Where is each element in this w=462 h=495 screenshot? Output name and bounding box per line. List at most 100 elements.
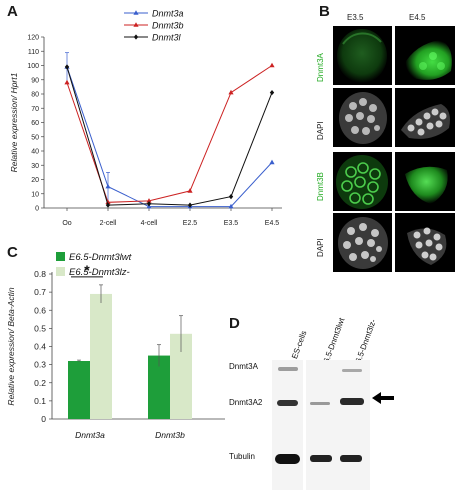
data-point bbox=[105, 199, 111, 205]
data-point bbox=[187, 202, 193, 208]
y-tick-label: 0.3 bbox=[34, 360, 46, 370]
band-tubulin-lz bbox=[340, 455, 362, 462]
bar bbox=[68, 361, 90, 419]
y-tick-label: 100 bbox=[27, 63, 39, 70]
significance-star: * bbox=[84, 262, 90, 278]
data-point bbox=[228, 89, 234, 95]
y-tick-label: 80 bbox=[31, 92, 39, 99]
y-tick-label: 40 bbox=[31, 149, 39, 156]
series-line bbox=[66, 65, 273, 203]
data-point bbox=[64, 64, 70, 70]
lane-label-es-cells: ES-cells bbox=[290, 329, 309, 361]
legend-marker bbox=[133, 34, 139, 40]
data-point bbox=[146, 198, 152, 203]
band-label-tubulin: Tubulin bbox=[229, 452, 255, 461]
band-tubulin-wt bbox=[310, 455, 332, 462]
bar bbox=[90, 293, 112, 419]
y-tick-label: 0 bbox=[35, 206, 39, 213]
legend-label: E6.5-Dnmt3lz- bbox=[69, 267, 130, 278]
data-point bbox=[228, 194, 234, 200]
column-header-e35: E3.5 bbox=[347, 13, 364, 22]
y-tick-label: 10 bbox=[31, 191, 39, 198]
column-header-e45: E4.5 bbox=[409, 13, 426, 22]
y-tick-label: 0.4 bbox=[34, 342, 46, 352]
blot-strip-es bbox=[272, 360, 303, 490]
y-tick-label: 0 bbox=[41, 414, 46, 424]
x-tick-label: E3.5 bbox=[224, 220, 239, 227]
data-point bbox=[105, 202, 111, 208]
y-tick-label: 0.2 bbox=[34, 378, 46, 388]
legend-marker bbox=[133, 10, 139, 15]
legend-label: E6.5-Dnmt3lwt bbox=[69, 252, 132, 263]
band-dnmt3a2-es bbox=[277, 400, 298, 406]
data-point bbox=[187, 188, 193, 193]
micrograph-dnmt3b-e35 bbox=[333, 152, 392, 211]
y-tick-label: 0.7 bbox=[34, 287, 46, 297]
x-tick-label: 2-cell bbox=[100, 220, 117, 227]
x-tick-label: E4.5 bbox=[265, 220, 280, 227]
arrow-left-icon bbox=[372, 392, 394, 404]
data-point bbox=[105, 183, 111, 189]
band-dnmt3a-es bbox=[278, 367, 298, 371]
x-tick-label: E2.5 bbox=[183, 220, 198, 227]
micrograph-dnmt3a-e45 bbox=[395, 26, 455, 85]
data-point bbox=[269, 159, 275, 165]
y-tick-label: 110 bbox=[28, 49, 39, 56]
series-line bbox=[66, 66, 273, 208]
data-point bbox=[228, 203, 234, 209]
line-chart: Relative expression/ Hprt1 0 10 20 30 40 50 60… bbox=[9, 9, 282, 227]
micrograph-dapi-e45-b bbox=[395, 213, 455, 272]
y-tick-label: 0.5 bbox=[34, 323, 46, 333]
micrograph-dnmt3b-e45 bbox=[395, 152, 455, 211]
row-label-dnmt3a: Dnmt3A bbox=[316, 53, 325, 82]
y-tick-label: 0.8 bbox=[34, 269, 46, 279]
legend-label: Dnmt3l bbox=[152, 33, 182, 43]
y-tick-label: 60 bbox=[31, 120, 39, 127]
legend-label: Dnmt3b bbox=[152, 21, 184, 31]
bar bbox=[170, 333, 192, 419]
x-tick-label: 4-cell bbox=[141, 220, 158, 227]
micrograph-dapi-e35 bbox=[333, 88, 392, 147]
band-dnmt3a2-lz bbox=[340, 398, 364, 405]
panel-label-b: B bbox=[319, 3, 330, 20]
panel-label-c: C bbox=[7, 244, 18, 261]
legend-label: Dnmt3a bbox=[152, 9, 184, 19]
band-label-dnmt3a2: Dnmt3A2 bbox=[229, 398, 263, 407]
row-label-dapi-2: DAPI bbox=[316, 238, 325, 257]
x-tick-label: Dnmt3a bbox=[75, 430, 105, 440]
band-dnmt3a-lz bbox=[342, 369, 362, 372]
data-point bbox=[146, 201, 152, 207]
data-point bbox=[269, 62, 275, 68]
micrograph-dnmt3a-e35 bbox=[333, 26, 392, 85]
row-label-dnmt3b: Dnmt3B bbox=[316, 172, 325, 201]
bar-chart: Relative expression/ Beta-Actin 0 0.1 0.2 0… bbox=[6, 252, 225, 440]
x-tick-label: Dnmt3b bbox=[155, 430, 185, 440]
band-tubulin-es bbox=[275, 454, 300, 464]
bar bbox=[148, 355, 170, 419]
legend-swatch bbox=[56, 252, 65, 261]
band-dnmt3a2-wt bbox=[310, 402, 330, 405]
y-tick-label: 120 bbox=[27, 35, 39, 42]
band-label-dnmt3a: Dnmt3A bbox=[229, 362, 258, 371]
y-tick-label: 70 bbox=[31, 106, 39, 113]
panel-label-d: D bbox=[229, 315, 240, 332]
micrograph-dapi-e35-b bbox=[333, 213, 392, 272]
data-point bbox=[64, 79, 70, 85]
legend-swatch bbox=[56, 267, 65, 276]
y-tick-label: 30 bbox=[31, 163, 39, 170]
data-point bbox=[269, 89, 275, 96]
y-tick-label: 0.1 bbox=[34, 396, 46, 406]
series-line bbox=[66, 66, 273, 206]
micrograph-dapi-e45 bbox=[395, 88, 455, 147]
blot-strip-samples bbox=[306, 360, 370, 490]
legend-marker bbox=[133, 22, 139, 27]
panel-label-a: A bbox=[7, 3, 18, 20]
x-tick-label: Oo bbox=[62, 220, 71, 227]
y-axis-label: Relative expression/ Hprt1 bbox=[9, 72, 19, 172]
y-axis-label: Relative expression/ Beta-Actin bbox=[6, 287, 16, 405]
y-tick-label: 90 bbox=[31, 77, 39, 84]
row-label-dapi-1: DAPI bbox=[316, 121, 325, 140]
y-tick-label: 0.6 bbox=[34, 305, 46, 315]
y-tick-label: 20 bbox=[31, 177, 39, 184]
y-tick-label: 50 bbox=[31, 134, 39, 141]
